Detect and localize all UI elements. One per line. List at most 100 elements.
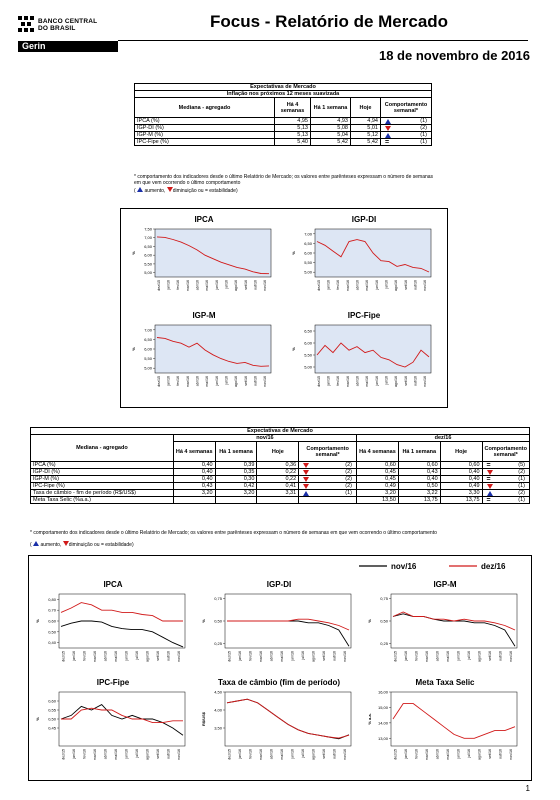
table1-col-label: Mediana - agregado bbox=[134, 97, 275, 118]
y-tick-label: 7,00 bbox=[144, 327, 153, 332]
down-arrow-icon bbox=[62, 541, 69, 546]
series-line bbox=[392, 703, 516, 739]
chart-1: IGP-DI 7,00 6,50 6,00 5,50 5,00% dez/15 jan/16 f… bbox=[291, 215, 432, 291]
chart-title: Meta Taxa Selic bbox=[416, 678, 476, 687]
x-tick-label: abr/16 bbox=[196, 280, 200, 290]
legend-diminuicao: diminuição ou bbox=[172, 188, 204, 194]
x-tick-label: ago/16 bbox=[145, 651, 149, 662]
x-tick-label: ago/16 bbox=[477, 651, 481, 662]
trend-cell: = (1) bbox=[481, 475, 531, 483]
row-label: IGP-DI (%) bbox=[134, 124, 275, 132]
trend-count: (1) bbox=[518, 483, 525, 489]
x-tick-label: out/16 bbox=[414, 376, 418, 386]
row-label: Meta Taxa Selic (%a.a.) bbox=[30, 496, 174, 504]
x-tick-label: mar/16 bbox=[425, 651, 429, 662]
trend-cell: (2) bbox=[481, 468, 531, 476]
x-tick-label: fev/16 bbox=[414, 651, 418, 661]
row-label: IPCA (%) bbox=[134, 117, 275, 125]
trend-count: (1) bbox=[518, 476, 525, 482]
chart-3: IPC-Fipe 6,50 6,00 5,50 5,00% dez/15 jan/16 fev… bbox=[291, 311, 432, 387]
x-tick-label: set/16 bbox=[244, 376, 248, 386]
trend-count: (1) bbox=[420, 139, 427, 145]
x-tick-label: abr/16 bbox=[356, 376, 360, 386]
chart-0: IPCA 7,50 7,00 6,50 6,00 5,50 5,00% dez/15 jan/1… bbox=[131, 215, 272, 291]
value-dez: 0,49 bbox=[356, 482, 399, 490]
value-4w: 5,40 bbox=[274, 138, 311, 146]
value-nov bbox=[214, 496, 258, 504]
value-4w: 5,13 bbox=[274, 124, 311, 132]
trend-count: (2) bbox=[420, 125, 427, 131]
y-axis-label: % bbox=[367, 619, 372, 623]
value-dez: 0,60 bbox=[397, 461, 441, 469]
y-tick-label: 6,00 bbox=[144, 347, 153, 352]
y-tick-label: 0,25 bbox=[380, 641, 389, 646]
value-dez: 3,30 bbox=[439, 489, 483, 497]
y-tick-label: 5,50 bbox=[304, 353, 313, 358]
x-tick-label: mai/16 bbox=[446, 749, 450, 760]
row-label: IPC-Fipe (%) bbox=[30, 482, 174, 490]
legend-aumento: aumento, bbox=[144, 188, 166, 194]
x-tick-label: jun/16 bbox=[456, 651, 460, 662]
t2-col-today-b: Hoje bbox=[439, 441, 483, 462]
trend-count: (2) bbox=[518, 490, 525, 496]
x-tick-label: ago/16 bbox=[145, 749, 149, 760]
legend-label-dez: dez/16 bbox=[481, 562, 506, 571]
x-tick-label: mai/16 bbox=[280, 749, 284, 760]
up-arrow-icon bbox=[303, 490, 310, 496]
trend-count: (2) bbox=[345, 483, 353, 489]
y-tick-label: 7,00 bbox=[304, 231, 313, 236]
table-row: IPC-Fipe (%) 0,43 0,42 0,41 (2) 0,49 0,50 0,49(… bbox=[30, 482, 531, 490]
value-dez: 0,60 bbox=[439, 461, 483, 469]
x-tick-label: mar/16 bbox=[346, 376, 350, 387]
x-tick-label: fev/16 bbox=[336, 280, 340, 290]
value-nov bbox=[256, 496, 300, 504]
value-dez: 13,75 bbox=[439, 496, 483, 504]
y-tick-label: 6,50 bbox=[144, 337, 153, 342]
y-tick-label: 6,50 bbox=[144, 244, 153, 249]
trend-cell: (2) bbox=[298, 475, 358, 483]
page-title: Focus - Relatório de Mercado bbox=[210, 12, 449, 31]
x-tick-label: mar/16 bbox=[93, 651, 97, 662]
value-today: 5,42 bbox=[350, 138, 381, 146]
y-tick-label: 14,00 bbox=[378, 720, 389, 725]
chart-title: IPCA bbox=[194, 215, 213, 224]
trend-cell: = (1) bbox=[380, 138, 432, 146]
x-tick-label: jul/16 bbox=[135, 651, 139, 661]
y-tick-label: 0,80 bbox=[48, 597, 57, 602]
x-tick-label: jan/16 bbox=[72, 651, 76, 662]
x-tick-label: dez/15 bbox=[157, 280, 161, 291]
chart-7: IPC-Fipe 0,60 0,55 0,50 0,45% dez/15 jan/16 fev… bbox=[35, 678, 186, 760]
x-tick-label: jul/16 bbox=[225, 280, 229, 290]
table-row: IPCA (%) 4,95 4,93 4,94 (1) bbox=[134, 117, 432, 125]
x-tick-label: nov/16 bbox=[509, 651, 513, 662]
x-tick-label: jan/16 bbox=[72, 749, 76, 760]
x-tick-label: nov/16 bbox=[263, 280, 267, 291]
trend-cell: = (5) bbox=[481, 461, 531, 469]
chart-8: Taxa de câmbio (fim de período) 4,50 4,00 3… bbox=[201, 678, 352, 760]
x-tick-label: dez/15 bbox=[227, 749, 231, 760]
t2-col-4w-a: Há 4 semanas bbox=[172, 441, 216, 462]
up-arrow-icon bbox=[486, 490, 493, 496]
value-nov: 3,20 bbox=[214, 489, 258, 497]
x-tick-label: fev/16 bbox=[176, 376, 180, 386]
value-1w: 5,08 bbox=[310, 124, 351, 132]
x-tick-label: out/16 bbox=[254, 280, 258, 290]
x-tick-label: set/16 bbox=[244, 280, 248, 290]
x-tick-label: out/16 bbox=[166, 749, 170, 759]
x-tick-label: jan/16 bbox=[404, 651, 408, 662]
table2-label-header: Mediana - agregado bbox=[30, 434, 174, 462]
x-tick-label: abr/16 bbox=[435, 651, 439, 661]
x-tick-label: set/16 bbox=[156, 651, 160, 661]
down-arrow-icon bbox=[486, 483, 493, 489]
x-tick-label: nov/16 bbox=[343, 651, 347, 662]
y-tick-label: 13,00 bbox=[378, 736, 389, 741]
value-nov: 0,42 bbox=[214, 482, 258, 490]
y-tick-label: 5,50 bbox=[144, 356, 153, 361]
chart-5: IGP-DI 0,75 0,50 0,25% dez/15 jan/16 fev/16 mar… bbox=[201, 580, 352, 662]
bank-name: BANCO CENTRAL DO BRASIL bbox=[38, 18, 97, 32]
series-line bbox=[156, 337, 270, 367]
x-tick-label: jan/16 bbox=[238, 749, 242, 760]
table2-body: IPCA (%) 0,40 0,39 0,36 (2) 0,60 0,60 0,60 = (5) I… bbox=[30, 461, 531, 504]
y-tick-label: 3,50 bbox=[214, 726, 223, 731]
x-tick-label: jul/16 bbox=[225, 376, 229, 386]
